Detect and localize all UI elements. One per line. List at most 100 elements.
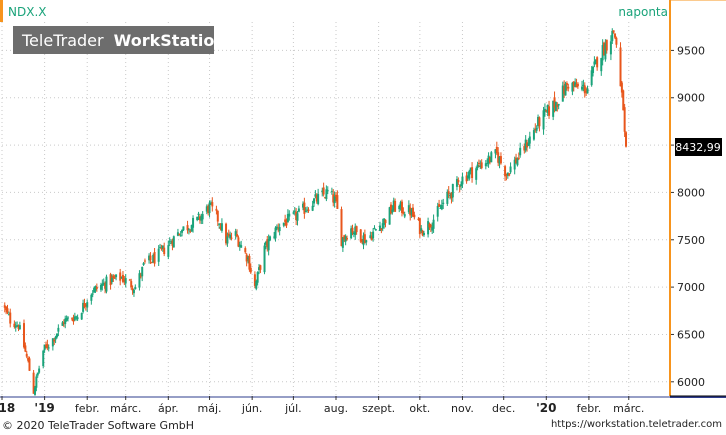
candle-body: [322, 187, 325, 195]
candle-body: [545, 110, 548, 112]
candle-body: [326, 190, 329, 192]
candle-body: [190, 224, 193, 232]
candle-body: [53, 339, 56, 342]
candle-body: [181, 229, 184, 233]
candle-body: [275, 226, 278, 229]
candle-body: [132, 289, 135, 294]
candlestick-series: [3, 28, 628, 396]
candle-body: [90, 294, 93, 301]
candle-body: [121, 274, 124, 282]
candle-body: [75, 316, 78, 318]
candle-body: [490, 152, 493, 163]
candle-body: [494, 149, 497, 154]
candle-body: [141, 266, 144, 277]
candle-body: [394, 201, 397, 212]
candle-body: [248, 255, 251, 270]
candle-body: [516, 158, 519, 166]
y-axis[interactable]: 60006500700075008000850090009500: [669, 0, 726, 396]
symbol-label[interactable]: NDX.X: [8, 5, 46, 19]
candle-body: [157, 248, 160, 262]
candle-body: [508, 173, 511, 176]
candle-body: [93, 287, 96, 293]
candle-body: [553, 97, 556, 108]
candle-body: [403, 214, 406, 217]
candle-body: [428, 223, 431, 228]
candle-body: [421, 230, 424, 236]
candle-body: [378, 225, 381, 232]
candle-body: [307, 209, 310, 211]
candle-body: [47, 347, 50, 349]
candle-body: [314, 194, 317, 197]
candle-body: [603, 42, 606, 56]
y-tick-label: 8000: [677, 186, 705, 199]
candle-body: [495, 146, 498, 153]
candle-body: [148, 255, 151, 261]
candle-body: [344, 236, 347, 242]
x-tick-label: '18: [0, 401, 15, 415]
candle-body: [27, 357, 30, 361]
candle-body: [33, 387, 36, 395]
candle-body: [410, 209, 413, 215]
candle-body: [604, 43, 607, 60]
candle-body: [575, 84, 578, 88]
candle-body: [62, 322, 65, 324]
candle-body: [565, 83, 568, 86]
x-axis[interactable]: '18 '19 febr. márc. ápr. máj. jún. júl. aug. szep…: [0, 395, 726, 415]
candle-body: [163, 247, 166, 255]
candle-body: [498, 157, 501, 164]
candle-body: [438, 204, 441, 207]
candle-body: [458, 185, 461, 188]
candle-body: [527, 143, 530, 146]
candle-body: [186, 225, 189, 231]
candle-body: [282, 222, 285, 226]
x-tick-label: nov.: [451, 402, 474, 415]
candle-body: [402, 211, 405, 214]
candle-body: [102, 282, 105, 285]
candle-body: [3, 305, 6, 308]
candle-body: [427, 221, 430, 235]
candle-body: [432, 219, 435, 229]
x-tick-label: júl.: [284, 402, 302, 415]
candle-body: [43, 344, 46, 351]
candle-body: [198, 216, 201, 221]
candle-body: [480, 162, 483, 169]
footer-link[interactable]: https://workstation.teletrader.com: [550, 419, 722, 430]
x-tick-label: márc.: [110, 402, 141, 415]
candle-body: [297, 208, 300, 212]
candle-body: [216, 210, 219, 222]
interval-label[interactable]: naponta: [618, 5, 668, 19]
candle-body: [18, 325, 21, 330]
candle-body: [548, 106, 551, 116]
candle-body: [160, 248, 163, 250]
candle-body: [264, 241, 267, 245]
candle-body: [564, 83, 567, 96]
candle-body: [83, 303, 86, 307]
candle-body: [625, 132, 628, 147]
y-tick-label: 6000: [677, 376, 705, 389]
footer: © 2020 TeleTrader Software GmbH https://…: [0, 418, 726, 435]
candle-body: [296, 213, 299, 221]
candle-body: [362, 235, 365, 246]
candle-body: [486, 163, 489, 165]
candle-body: [240, 245, 243, 248]
candle-body: [161, 245, 164, 249]
candle-body: [614, 33, 617, 38]
candle-body: [341, 237, 344, 248]
candle-body: [130, 281, 133, 288]
candle-body: [513, 159, 516, 170]
candle-body: [380, 228, 383, 231]
candle-body: [488, 157, 491, 163]
candle-body: [236, 234, 239, 237]
candle-body: [285, 220, 288, 226]
candle-body: [274, 227, 277, 239]
candle-body: [170, 242, 173, 244]
candle-body: [273, 236, 276, 238]
x-tick-label: '20: [536, 401, 556, 415]
copyright-text: © 2020 TeleTrader Software GmbH: [2, 419, 195, 432]
candle-body: [581, 86, 584, 90]
y-tick-label: 7500: [677, 234, 705, 247]
candle-body: [475, 168, 478, 180]
candle-body: [32, 372, 35, 394]
candle-body: [582, 84, 585, 86]
